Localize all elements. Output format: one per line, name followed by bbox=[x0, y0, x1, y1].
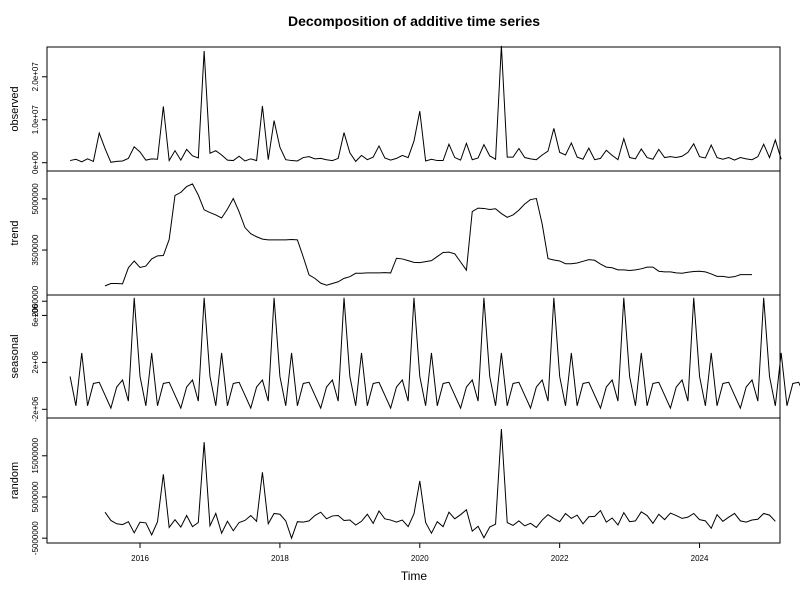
y-tick-label-trend: 5000000 bbox=[31, 183, 40, 215]
y-tick-label-random: 15000000 bbox=[31, 437, 40, 473]
x-tick-label: 2018 bbox=[271, 554, 289, 563]
y-tick-label-random: -5000000 bbox=[31, 521, 40, 555]
series-line-seasonal bbox=[69, 297, 800, 410]
x-tick-label: 2016 bbox=[131, 554, 149, 563]
chart-title: Decomposition of additive time series bbox=[288, 13, 540, 29]
panel-frame bbox=[46, 170, 781, 296]
x-axis-title: Time bbox=[401, 569, 428, 583]
y-tick-label-observed: 0e+00 bbox=[31, 151, 40, 174]
panel-seasonal: -2e+06 2e+06 6e+06 seasonal bbox=[9, 294, 800, 422]
panel-frame bbox=[46, 417, 781, 544]
y-tick-label-seasonal: -2e+06 bbox=[31, 396, 40, 422]
panel-observed: 0e+00 1.0e+07 2.0e+07 observed bbox=[9, 45, 782, 174]
x-axis: 2016 2018 2020 2022 2024 bbox=[131, 543, 709, 563]
panel-random: -5000000 5000000 15000000 random bbox=[9, 417, 781, 555]
panel-frame bbox=[46, 46, 781, 172]
panels-group: 0e+00 1.0e+07 2.0e+07 observed 2000000 350000… bbox=[9, 45, 800, 555]
y-tick-label-trend: 3500000 bbox=[31, 234, 40, 266]
series-line-observed bbox=[69, 45, 782, 163]
y-tick-label-trend: 2000000 bbox=[31, 285, 40, 317]
y-tick-label-random: 5000000 bbox=[31, 481, 40, 513]
series-line-random bbox=[104, 428, 776, 540]
y-tick-label-seasonal: 6e+06 bbox=[31, 304, 40, 327]
x-tick-label: 2024 bbox=[691, 554, 709, 563]
panel-label-observed: observed bbox=[9, 86, 21, 131]
x-tick-label: 2020 bbox=[411, 554, 429, 563]
panel-label-seasonal: seasonal bbox=[9, 334, 21, 378]
y-tick-label-observed: 1.0e+07 bbox=[31, 105, 40, 135]
panel-label-random: random bbox=[9, 462, 21, 499]
y-tick-label-seasonal: 2e+06 bbox=[31, 351, 40, 374]
panel-label-trend: trend bbox=[9, 220, 21, 245]
y-tick-label-observed: 2.0e+07 bbox=[31, 62, 40, 92]
series-line-trend bbox=[104, 183, 753, 287]
x-tick-label: 2022 bbox=[551, 554, 569, 563]
